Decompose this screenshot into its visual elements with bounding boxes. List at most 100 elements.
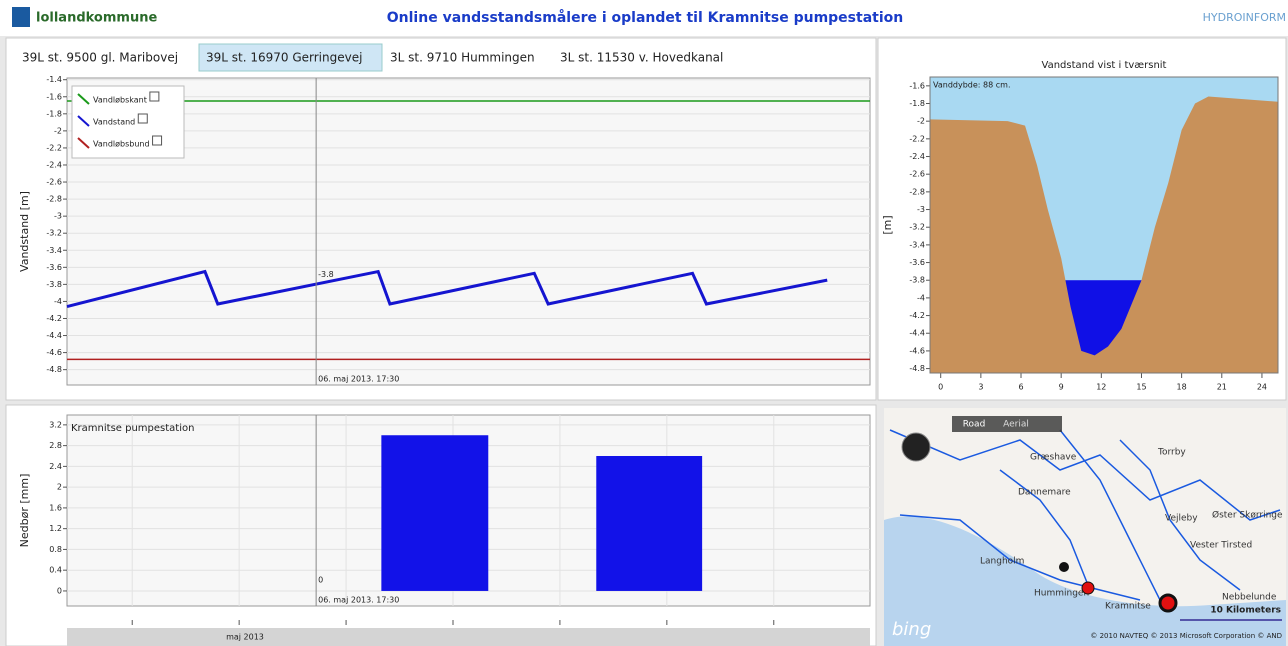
legend-swatch bbox=[77, 115, 90, 127]
y-tick-label: -4.8 bbox=[909, 364, 925, 373]
cursor-value: 0 bbox=[318, 576, 323, 585]
x-tick-label: 24 bbox=[1257, 383, 1267, 392]
y-tick-label: -2.8 bbox=[909, 187, 925, 196]
y-tick-label: -4 bbox=[917, 293, 925, 302]
y-tick-label: 0 bbox=[57, 586, 62, 595]
logo: lollandkommune bbox=[36, 11, 157, 26]
x-tick-label: 21 bbox=[1217, 383, 1227, 392]
place: Langholm bbox=[980, 557, 1024, 567]
chart-title: Vandstand vist i tværsnit bbox=[1042, 60, 1167, 71]
y-tick-label: -4.2 bbox=[909, 311, 925, 320]
y-tick-label: -4.8 bbox=[46, 365, 62, 374]
y-tick-label: -2.8 bbox=[46, 195, 62, 204]
tab[interactable]: 39L st. 9500 gl. Maribovej bbox=[22, 51, 178, 65]
x-tick-label: 9 bbox=[1059, 383, 1064, 392]
map-button[interactable]: Road bbox=[963, 420, 986, 430]
page-title: Online vandsstandsmålere i oplandet til … bbox=[387, 9, 903, 26]
y-tick-label: -3.6 bbox=[46, 263, 62, 272]
legend-label: Vandstand bbox=[93, 118, 135, 127]
y-tick-label: -3.8 bbox=[909, 276, 925, 285]
plot-frame bbox=[929, 76, 1279, 374]
y-tick-label: -2.6 bbox=[46, 178, 62, 187]
map-brand: bing bbox=[892, 619, 931, 640]
y-tick-label: -1.8 bbox=[909, 99, 925, 108]
header-bar bbox=[0, 0, 1288, 36]
nav-control[interactable] bbox=[901, 432, 931, 462]
y-tick-label: -2 bbox=[54, 126, 62, 135]
y-tick-label: -4.4 bbox=[46, 331, 62, 340]
tab[interactable]: 39L st. 16970 Gerringevej bbox=[206, 51, 362, 65]
place: Nebbelunde bbox=[1222, 593, 1277, 603]
x-tick-label: 3 bbox=[978, 383, 983, 392]
legend-label: Vandløbskant bbox=[93, 96, 147, 105]
legend-swatch bbox=[77, 137, 90, 149]
bar bbox=[596, 456, 703, 591]
map-toolbar bbox=[952, 416, 1062, 432]
y-tick-label: -2.6 bbox=[909, 170, 925, 179]
x-tick-label: 15 bbox=[1136, 383, 1146, 392]
y-tick-label: -3.4 bbox=[46, 246, 62, 255]
y-tick-label: -3.2 bbox=[46, 229, 62, 238]
x-tick-label: 0 bbox=[938, 383, 943, 392]
y-tick-label: 0.4 bbox=[49, 566, 62, 575]
cursor-value: -3.8 bbox=[318, 270, 334, 279]
y-tick-label: -2.2 bbox=[909, 134, 925, 143]
y-tick-label: 3.2 bbox=[49, 420, 62, 429]
y-axis-label: [m] bbox=[881, 215, 894, 234]
y-tick-label: -4.2 bbox=[46, 314, 62, 323]
brand: HYDROINFORM bbox=[1203, 11, 1286, 24]
tab[interactable]: 3L st. 11530 v. Hovedkanal bbox=[560, 51, 723, 65]
y-axis-label: Vandstand [m] bbox=[18, 191, 31, 272]
series-line bbox=[66, 269, 828, 308]
place: Torrby bbox=[1157, 448, 1186, 458]
station-marker[interactable] bbox=[1081, 581, 1095, 595]
y-tick-label: -3.2 bbox=[909, 223, 925, 232]
y-tick-label: -2.4 bbox=[46, 160, 62, 169]
logo-icon bbox=[12, 7, 30, 27]
map-copyright: © 2010 NAVTEQ © 2013 Microsoft Corporati… bbox=[1090, 632, 1282, 640]
legend-label: Vandløbsbund bbox=[93, 140, 150, 149]
y-tick-label: -2.2 bbox=[46, 143, 62, 152]
map[interactable]: Road Aerial Græshave Dannemare Torrby Ve… bbox=[884, 408, 1286, 646]
place: Kramnitse bbox=[1105, 602, 1151, 612]
map-scale: 10 Kilometers bbox=[1210, 606, 1281, 616]
legend bbox=[71, 85, 185, 159]
place: Vejleby bbox=[1165, 514, 1198, 524]
y-tick-label: -3.6 bbox=[909, 258, 925, 267]
station-marker[interactable] bbox=[1158, 593, 1178, 613]
y-tick-label: 1.2 bbox=[49, 524, 62, 533]
y-tick-label: 1.6 bbox=[49, 503, 62, 512]
y-tick-label: -3 bbox=[917, 205, 925, 214]
place: Dannemare bbox=[1018, 488, 1071, 498]
y-tick-label: -4.6 bbox=[46, 348, 62, 357]
y-tick-label: -3.8 bbox=[46, 280, 62, 289]
y-tick-label: -4.4 bbox=[909, 329, 925, 338]
tab-selected-bg bbox=[198, 43, 383, 72]
y-tick-label: -1.8 bbox=[46, 109, 62, 118]
streams bbox=[889, 429, 1281, 601]
legend-checkbox[interactable] bbox=[152, 135, 163, 146]
legend-checkbox[interactable] bbox=[149, 91, 160, 102]
place: Hummingen bbox=[1034, 589, 1089, 599]
sea bbox=[884, 516, 1286, 646]
y-tick-label: 2 bbox=[57, 483, 62, 492]
cursor-time: 06. maj 2013. 17:30 bbox=[318, 596, 399, 605]
legend-checkbox[interactable] bbox=[137, 113, 148, 124]
x-tick-label: 18 bbox=[1177, 383, 1187, 392]
place: Vester Tirsted bbox=[1190, 541, 1252, 551]
plot-area bbox=[66, 77, 871, 386]
y-tick-label: -1.4 bbox=[46, 75, 62, 84]
place: Græshave bbox=[1030, 453, 1077, 463]
station-marker[interactable] bbox=[1059, 562, 1069, 572]
tab[interactable]: 3L st. 9710 Hummingen bbox=[390, 51, 535, 65]
place: Øster Skørringe bbox=[1212, 510, 1283, 521]
y-axis-label: Nedbør [mm] bbox=[18, 474, 31, 548]
x-tick-label: 6 bbox=[1018, 383, 1023, 392]
y-tick-label: -4 bbox=[54, 297, 62, 306]
y-tick-label: -2.4 bbox=[909, 152, 925, 161]
map-button[interactable]: Aerial bbox=[1003, 420, 1029, 430]
terrain bbox=[930, 96, 1278, 373]
y-tick-label: -3 bbox=[54, 212, 62, 221]
y-tick-label: 2.8 bbox=[49, 441, 62, 450]
